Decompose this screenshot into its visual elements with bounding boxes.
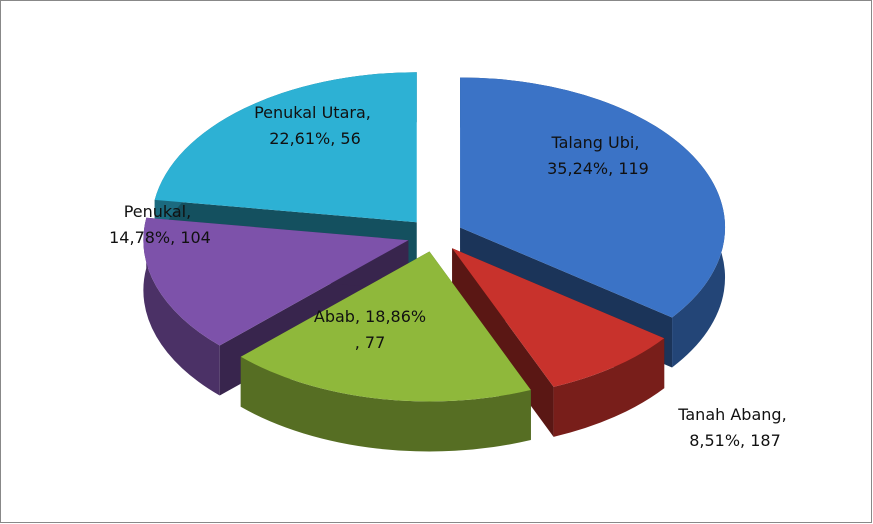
label-separator: , bbox=[740, 431, 750, 450]
slice-top bbox=[460, 77, 726, 318]
data-label: Tanah Abang, 8,51%, 187 bbox=[677, 405, 791, 450]
label-percent: 18,86% bbox=[365, 307, 426, 326]
label-percent: 35,24% bbox=[547, 159, 608, 178]
label-category: Tanah Abang bbox=[677, 405, 781, 424]
label-count: 104 bbox=[180, 228, 211, 247]
slice bbox=[240, 251, 531, 452]
slice-top bbox=[240, 251, 531, 402]
label-percent: 8,51% bbox=[689, 431, 740, 450]
label-count: 77 bbox=[365, 333, 385, 352]
slice-top bbox=[452, 248, 665, 387]
label-separator: , bbox=[355, 333, 365, 352]
slice-wall bbox=[143, 217, 220, 396]
slice-wall bbox=[240, 356, 531, 452]
data-label: Abab, 18,86%, 77 bbox=[314, 307, 426, 352]
label-category: Penukal bbox=[124, 202, 186, 221]
label-separator: , bbox=[366, 103, 376, 122]
label-separator: , bbox=[608, 159, 618, 178]
label-count: 187 bbox=[750, 431, 781, 450]
label-separator: , bbox=[330, 129, 340, 148]
label-percent: 14,78% bbox=[109, 228, 170, 247]
slice-top bbox=[143, 217, 409, 346]
slice-wall bbox=[553, 338, 665, 437]
label-category: Penukal Utara bbox=[254, 103, 366, 122]
label-separator: , bbox=[355, 307, 365, 326]
label-category: Abab bbox=[314, 307, 355, 326]
label-separator: , bbox=[186, 202, 196, 221]
label-separator: , bbox=[170, 228, 180, 247]
slice-top bbox=[154, 72, 417, 223]
data-label: Talang Ubi, 35,24%, 119 bbox=[547, 133, 649, 178]
label-category: Talang Ubi bbox=[550, 133, 634, 152]
label-count: 119 bbox=[618, 159, 649, 178]
data-label: Penukal, 14,78%, 104 bbox=[109, 202, 211, 247]
data-label: Penukal Utara, 22,61%, 56 bbox=[254, 103, 376, 148]
label-percent: 22,61% bbox=[269, 129, 330, 148]
label-separator: , bbox=[782, 405, 792, 424]
label-count: 56 bbox=[340, 129, 360, 148]
label-separator: , bbox=[634, 133, 644, 152]
